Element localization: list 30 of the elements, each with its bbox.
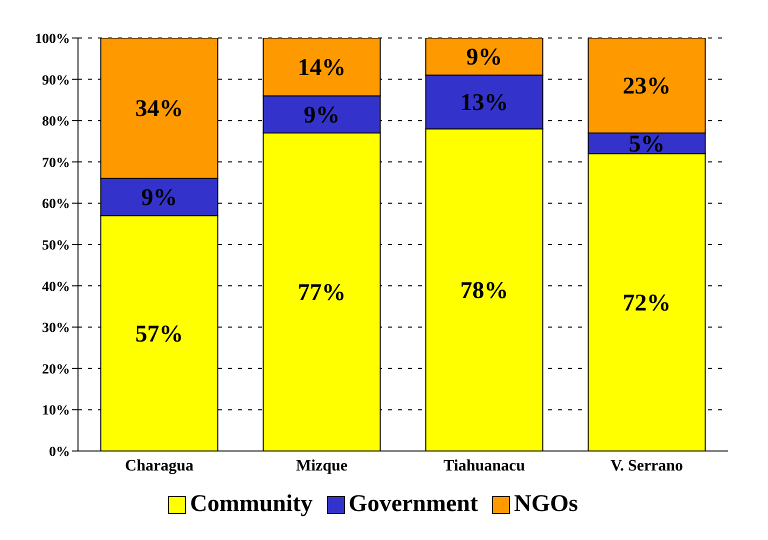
y-tick-label: 80% [42,114,70,130]
data-label: 5% [628,131,665,158]
y-tick-label: 60% [42,197,70,212]
data-label: 78% [460,278,508,304]
y-tick-label: 40% [42,280,70,295]
y-tick-label: 10% [42,404,70,419]
x-tick-label: Mizque [296,457,348,474]
y-tick-label: 100% [35,32,70,47]
data-label: 72% [622,290,671,316]
data-label: 14% [298,54,346,81]
data-label: 13% [460,90,508,116]
y-tick-label: 20% [42,362,70,378]
data-label: 77% [298,280,346,306]
legend-label: Community [190,491,313,518]
data-label: 9% [466,44,502,71]
x-tick-label: V. Serrano [610,457,684,474]
legend-label: Government [348,491,478,518]
data-label: 34% [135,96,184,122]
data-label: 9% [141,185,178,212]
legend-label: NGOs [514,491,578,518]
y-tick-label: 50% [42,238,70,254]
y-tick-label: 30% [42,321,70,336]
y-tick-label: 0% [49,444,70,460]
y-tick-label: 90% [42,73,70,88]
x-tick-label: Charagua [125,457,194,474]
data-label: 23% [622,73,671,100]
y-tick-label: 70% [42,156,70,171]
data-label: 57% [135,321,184,348]
data-label: 9% [304,102,340,128]
x-tick-label: Tiahuanacu [443,457,526,474]
